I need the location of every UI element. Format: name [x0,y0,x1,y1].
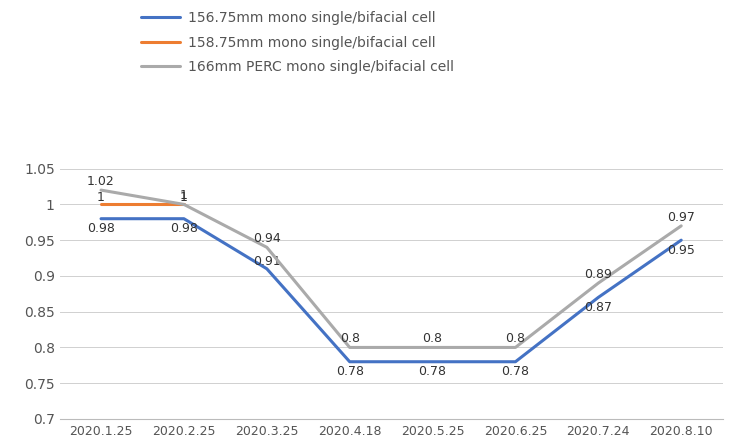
Text: 0.89: 0.89 [584,268,612,281]
Text: 0.78: 0.78 [501,365,530,378]
156.75mm mono single/bifacial cell [594,295,603,300]
Text: 0.87: 0.87 [584,301,612,314]
156.75mm mono single/bifacial cell [262,266,271,271]
Line: 166mm PERC mono single/bifacial cell: 166mm PERC mono single/bifacial cell [101,190,681,348]
166mm PERC mono single/bifacial cell [97,187,106,193]
156.75mm mono single/bifacial cell [345,359,354,364]
166mm PERC mono single/bifacial cell [594,280,603,286]
156.75mm mono single/bifacial cell [428,359,437,364]
166mm PERC mono single/bifacial cell [262,245,271,250]
Text: 0.78: 0.78 [419,365,446,378]
166mm PERC mono single/bifacial cell [511,345,520,350]
166mm PERC mono single/bifacial cell [345,345,354,350]
Text: 0.8: 0.8 [340,333,360,345]
Text: 1: 1 [180,191,188,204]
156.75mm mono single/bifacial cell [511,359,520,364]
Text: 1: 1 [180,189,188,202]
Text: 0.78: 0.78 [336,365,364,378]
Text: 0.97: 0.97 [668,211,695,224]
Text: 0.8: 0.8 [505,333,525,345]
Text: 0.98: 0.98 [170,222,198,235]
156.75mm mono single/bifacial cell [676,238,685,243]
158.75mm mono single/bifacial cell [180,202,188,207]
Text: 1: 1 [97,191,105,204]
Line: 156.75mm mono single/bifacial cell: 156.75mm mono single/bifacial cell [101,219,681,362]
156.75mm mono single/bifacial cell [180,216,188,221]
166mm PERC mono single/bifacial cell [676,223,685,228]
Text: 0.94: 0.94 [253,232,281,245]
Text: 1.02: 1.02 [87,175,115,188]
166mm PERC mono single/bifacial cell [428,345,437,350]
Legend: 156.75mm mono single/bifacial cell, 158.75mm mono single/bifacial cell, 166mm PE: 156.75mm mono single/bifacial cell, 158.… [141,11,454,74]
Text: 0.8: 0.8 [422,333,443,345]
Text: 0.91: 0.91 [253,255,281,268]
166mm PERC mono single/bifacial cell [180,202,188,207]
158.75mm mono single/bifacial cell [97,202,106,207]
Text: 0.98: 0.98 [87,222,115,235]
Text: 0.95: 0.95 [668,244,695,257]
156.75mm mono single/bifacial cell [97,216,106,221]
